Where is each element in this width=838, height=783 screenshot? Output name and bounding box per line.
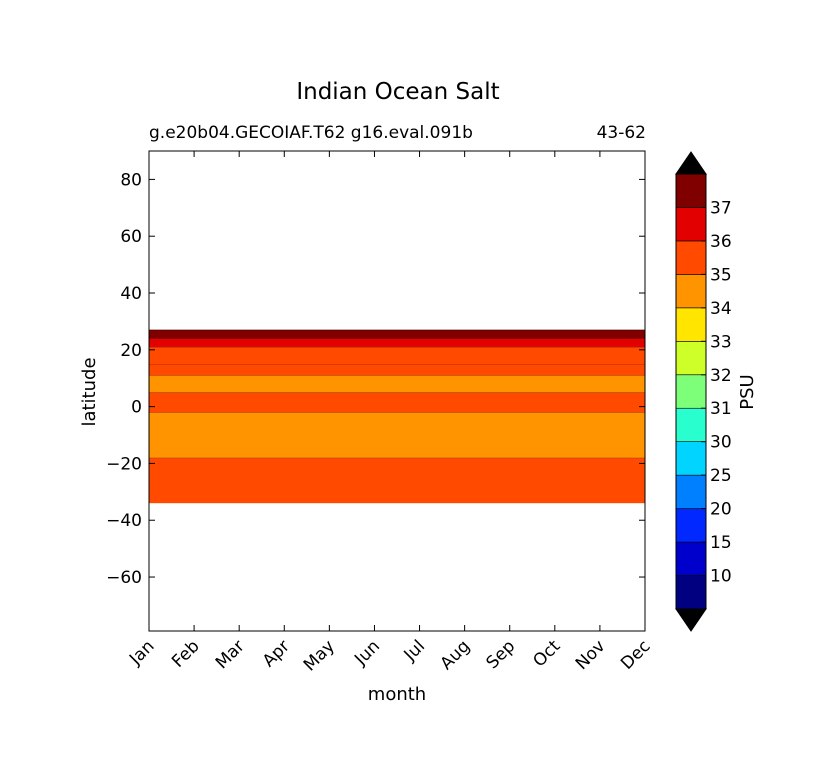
colorbar-swatch bbox=[675, 207, 707, 242]
y-tick-label: 40 bbox=[120, 284, 142, 304]
chart-subtitle-right: 43-62 bbox=[597, 123, 646, 143]
y-axis: 80 60 40 20 0 −20 −40 −60 bbox=[106, 170, 645, 588]
salinity-band bbox=[149, 338, 645, 347]
colorbar-tick-label: 15 bbox=[710, 533, 732, 553]
colorbar-extend-max bbox=[675, 151, 707, 175]
x-tick-label: Feb bbox=[168, 636, 203, 671]
chart-title: Indian Ocean Salt bbox=[296, 79, 499, 105]
colorbar-extend-min bbox=[675, 608, 707, 632]
salinity-band bbox=[149, 392, 645, 413]
x-axis-label: month bbox=[368, 684, 426, 705]
salinity-band bbox=[149, 412, 645, 458]
x-tick-label: Mar bbox=[212, 636, 249, 673]
colorbar-swatch bbox=[675, 541, 707, 576]
colorbar-swatch bbox=[675, 274, 707, 309]
x-tick-label: May bbox=[300, 636, 339, 675]
colorbar-frame bbox=[675, 173, 707, 610]
colorbar-tick-label: 31 bbox=[710, 399, 732, 419]
colorbar-tick-label: 34 bbox=[710, 299, 732, 319]
colorbar-label: PSU bbox=[737, 374, 758, 409]
salinity-band bbox=[149, 364, 645, 376]
colorbar: 10 15 20 25 30 31 32 33 34 35 36 37 bbox=[675, 151, 732, 632]
plot-area bbox=[148, 150, 646, 632]
colorbar-tick-label: 35 bbox=[710, 265, 732, 285]
x-tick-label: Dec bbox=[617, 636, 654, 673]
x-tick-label: Jul bbox=[400, 636, 429, 665]
colorbar-tick-label: 36 bbox=[710, 232, 732, 252]
x-tick-label: Apr bbox=[259, 636, 294, 671]
colorbar-swatch bbox=[675, 508, 707, 543]
colorbar-tick-label: 20 bbox=[710, 500, 732, 520]
salinity-band bbox=[149, 346, 645, 365]
colorbar-tick-label: 25 bbox=[710, 466, 732, 486]
y-tick-label: −40 bbox=[106, 511, 142, 531]
colorbar-tick-label: 32 bbox=[710, 366, 732, 386]
colorbar-tick-label: 10 bbox=[710, 567, 732, 587]
x-tick-label: Jan bbox=[125, 636, 158, 669]
colorbar-swatch bbox=[675, 307, 707, 342]
y-tick-label: 0 bbox=[131, 398, 142, 418]
chart-subtitle-left: g.e20b04.GECOIAF.T62 g16.eval.091b bbox=[149, 123, 473, 143]
colorbar-swatch bbox=[675, 575, 707, 610]
colorbar-swatch bbox=[675, 441, 707, 476]
plot-frame bbox=[148, 150, 646, 632]
x-tick-label: Oct bbox=[529, 636, 564, 671]
y-tick-label: 60 bbox=[120, 227, 142, 247]
colorbar-swatch bbox=[675, 374, 707, 409]
colorbar-swatch bbox=[675, 341, 707, 376]
salinity-band bbox=[149, 375, 645, 393]
y-axis-label: latitude bbox=[79, 357, 100, 426]
y-tick-label: −20 bbox=[106, 454, 142, 474]
colorbar-swatch bbox=[675, 173, 707, 208]
salinity-band bbox=[149, 329, 645, 339]
colorbar-tick-label: 37 bbox=[710, 198, 732, 218]
x-tick-label: Aug bbox=[437, 636, 475, 674]
x-tick-label: Sep bbox=[482, 636, 519, 673]
x-tick-label: Jun bbox=[350, 636, 384, 670]
y-tick-label: 80 bbox=[120, 170, 142, 190]
x-tick-label: Nov bbox=[572, 636, 610, 674]
salinity-band bbox=[149, 457, 645, 504]
colorbar-tick-label: 30 bbox=[710, 433, 732, 453]
colorbar-tick-label: 33 bbox=[710, 332, 732, 352]
colorbar-swatch bbox=[675, 240, 707, 275]
colorbar-swatch bbox=[675, 474, 707, 509]
colorbar-swatch bbox=[675, 407, 707, 442]
y-tick-label: 20 bbox=[120, 341, 142, 361]
y-tick-label: −60 bbox=[106, 568, 142, 588]
